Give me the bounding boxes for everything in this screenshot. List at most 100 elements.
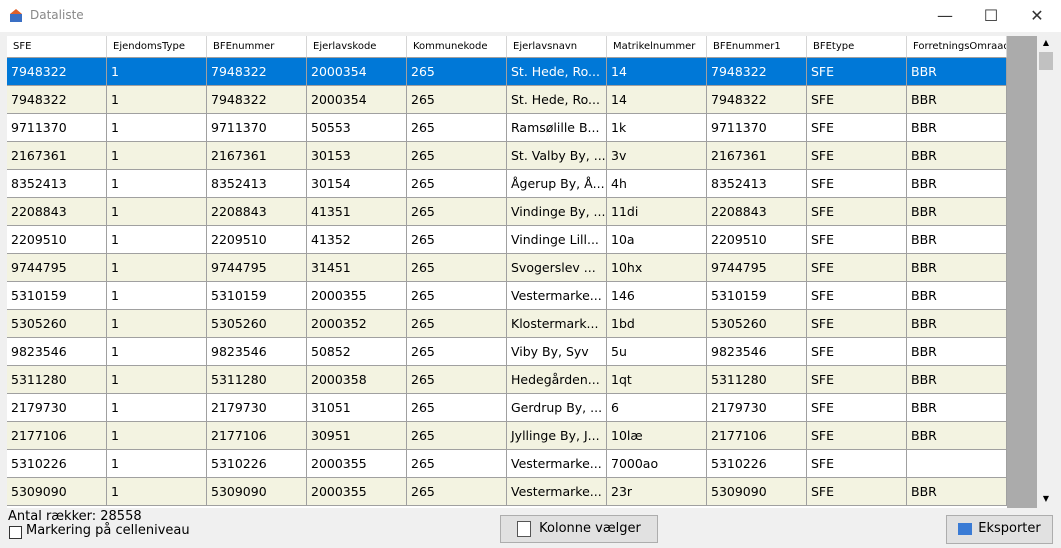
table-row[interactable]: 5310226 1 5310226 2000355 265 Vestermarke... 7… — [7, 450, 1007, 478]
table-row[interactable]: 5311280 1 5311280 2000358 265 Hedegården... 1q… — [7, 366, 1007, 394]
table-cell: 7948322 — [207, 86, 307, 114]
column-header[interactable]: BFEtype — [807, 36, 907, 58]
table-cell: 2177106 — [207, 422, 307, 450]
export-button[interactable]: Eksporter — [946, 515, 1053, 544]
table-cell: 5310226 — [707, 450, 807, 478]
table-cell: 7948322 — [207, 58, 307, 86]
table-cell: 2000358 — [307, 366, 407, 394]
table-cell: 265 — [407, 198, 507, 226]
table-cell: 146 — [607, 282, 707, 310]
table-cell: 1 — [107, 366, 207, 394]
table-cell: 2000354 — [307, 58, 407, 86]
table-cell: 265 — [407, 226, 507, 254]
column-header[interactable]: Kommunekode — [407, 36, 507, 58]
table-cell: 10hx — [607, 254, 707, 282]
table-cell: St. Valby By, ... — [507, 142, 607, 170]
column-header[interactable]: EjendomsType — [107, 36, 207, 58]
table-cell: 7948322 — [7, 58, 107, 86]
table-cell: 41351 — [307, 198, 407, 226]
table-row[interactable]: 8352413 1 8352413 30154 265 Ågerup By, Å... 4h… — [7, 170, 1007, 198]
table-cell: 41352 — [307, 226, 407, 254]
table-cell: 1 — [107, 310, 207, 338]
table-cell: 2177106 — [707, 422, 807, 450]
table-cell: 265 — [407, 422, 507, 450]
table-cell: 1 — [107, 86, 207, 114]
column-header[interactable]: Ejerlavskode — [307, 36, 407, 58]
table-cell: BBR — [907, 114, 1007, 142]
table-cell: 2000355 — [307, 282, 407, 310]
table-cell: SFE — [807, 170, 907, 198]
table-row[interactable]: 5305260 1 5305260 2000352 265 Klostermark... 1… — [7, 310, 1007, 338]
table-row[interactable]: 2179730 1 2179730 31051 265 Gerdrup By, ... 6 2… — [7, 394, 1007, 422]
scroll-thumb[interactable] — [1039, 52, 1053, 70]
window-title: Dataliste — [30, 8, 84, 22]
table-row[interactable]: 5310159 1 5310159 2000355 265 Vestermarke... 1… — [7, 282, 1007, 310]
button-label: Eksporter — [978, 521, 1041, 536]
table-cell: 2000354 — [307, 86, 407, 114]
table-cell: 9744795 — [707, 254, 807, 282]
table-cell: 8352413 — [7, 170, 107, 198]
table-cell: 265 — [407, 114, 507, 142]
table-cell: SFE — [807, 394, 907, 422]
table-cell: Ramsølille B... — [507, 114, 607, 142]
table-cell: 30153 — [307, 142, 407, 170]
close-button[interactable]: ✕ — [1030, 6, 1044, 25]
column-header[interactable]: BFEnummer — [207, 36, 307, 58]
table-cell: 2208843 — [207, 198, 307, 226]
scroll-up[interactable]: ▲ — [1042, 38, 1050, 47]
table-cell: 265 — [407, 366, 507, 394]
checkbox-label[interactable]: Markering på celleniveau — [26, 523, 190, 538]
table-cell: 6 — [607, 394, 707, 422]
table-cell: SFE — [807, 450, 907, 478]
scroll-down[interactable]: ▼ — [1042, 494, 1050, 503]
table-cell: 1 — [107, 114, 207, 142]
table-row[interactable]: 2208843 1 2208843 41351 265 Vindinge By, ... 1… — [7, 198, 1007, 226]
table-cell: 1 — [107, 226, 207, 254]
table-cell: BBR — [907, 198, 1007, 226]
column-chooser-button[interactable]: Kolonne vælger — [500, 515, 658, 543]
column-header[interactable]: SFE — [7, 36, 107, 58]
table-row[interactable]: 9711370 1 9711370 50553 265 Ramsølille B... 1k… — [7, 114, 1007, 142]
minimize-button[interactable]: — — [937, 6, 953, 25]
table-cell: SFE — [807, 310, 907, 338]
table-row[interactable]: 5309090 1 5309090 2000355 265 Vestermarke... 2… — [7, 478, 1007, 506]
table-cell: 7948322 — [707, 58, 807, 86]
table-row[interactable]: 2177106 1 2177106 30951 265 Jyllinge By, J...… — [7, 422, 1007, 450]
vertical-scrollbar[interactable]: ▲ ▼ — [1037, 36, 1055, 508]
table-cell: 2209510 — [7, 226, 107, 254]
maximize-button[interactable]: ☐ — [983, 6, 999, 25]
column-header[interactable]: Ejerlavsnavn — [507, 36, 607, 58]
table-cell: 2000355 — [307, 450, 407, 478]
table-cell: 1 — [107, 450, 207, 478]
table-row[interactable]: 2167361 1 2167361 30153 265 St. Valby By, ...… — [7, 142, 1007, 170]
table-cell: 2208843 — [707, 198, 807, 226]
column-header[interactable]: Matrikelnummer — [607, 36, 707, 58]
column-header[interactable]: ForretningsOmraade — [907, 36, 1007, 58]
table-cell: 5305260 — [707, 310, 807, 338]
button-label: Kolonne vælger — [539, 521, 641, 536]
table-cell: 1 — [107, 422, 207, 450]
table-cell: 1 — [107, 142, 207, 170]
table-cell: 1 — [107, 198, 207, 226]
table-row[interactable]: 7948322 1 7948322 2000354 265 St. Hede, Ro...… — [7, 58, 1007, 86]
table-cell: Svogerslev ... — [507, 254, 607, 282]
column-header[interactable]: BFEnummer1 — [707, 36, 807, 58]
table-cell: BBR — [907, 254, 1007, 282]
table-row[interactable]: 9823546 1 9823546 50852 265 Viby By, Syv 5u 982… — [7, 338, 1007, 366]
table-cell: 265 — [407, 282, 507, 310]
table-cell: SFE — [807, 226, 907, 254]
table-cell: 5311280 — [7, 366, 107, 394]
table-row[interactable]: 9744795 1 9744795 31451 265 Svogerslev ... 10h… — [7, 254, 1007, 282]
checkbox[interactable] — [9, 526, 22, 539]
table-row[interactable]: 2209510 1 2209510 41352 265 Vindinge Lill... 1… — [7, 226, 1007, 254]
table-cell: SFE — [807, 282, 907, 310]
table-cell: 50852 — [307, 338, 407, 366]
table-row[interactable]: 7948322 1 7948322 2000354 265 St. Hede, Ro...… — [7, 86, 1007, 114]
table-cell: Vestermarke... — [507, 282, 607, 310]
table-cell: 5311280 — [707, 366, 807, 394]
table-cell — [907, 450, 1007, 478]
table-cell: 10a — [607, 226, 707, 254]
table-cell: Viby By, Syv — [507, 338, 607, 366]
table-cell: SFE — [807, 58, 907, 86]
table-cell: Klostermark... — [507, 310, 607, 338]
